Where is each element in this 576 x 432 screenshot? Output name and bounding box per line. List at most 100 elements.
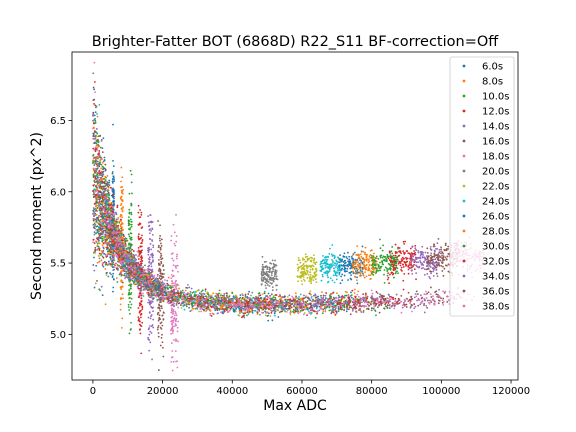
- scatter-point: [100, 254, 102, 256]
- scatter-point: [265, 274, 268, 277]
- scatter-point: [104, 263, 107, 266]
- scatter-point: [137, 287, 140, 290]
- scatter-point: [157, 326, 159, 329]
- scatter-point: [303, 272, 305, 275]
- scatter-point: [139, 332, 142, 335]
- scatter-point: [115, 262, 117, 265]
- scatter-point: [129, 218, 132, 221]
- scatter-point: [101, 175, 104, 177]
- scatter-point: [141, 306, 144, 309]
- scatter-point: [306, 267, 309, 270]
- scatter-point: [159, 235, 162, 237]
- scatter-point: [251, 311, 254, 313]
- scatter-point: [111, 212, 113, 215]
- scatter-point: [112, 269, 115, 272]
- scatter-point: [129, 328, 132, 331]
- scatter-point: [108, 216, 111, 219]
- scatter-point: [266, 265, 269, 268]
- scatter-point: [313, 272, 316, 274]
- scatter-point: [97, 241, 100, 243]
- scatter-point: [148, 333, 151, 336]
- scatter-point: [130, 292, 133, 294]
- scatter-point: [275, 277, 277, 280]
- scatter-point: [147, 249, 149, 252]
- scatter-point: [151, 275, 154, 278]
- scatter-point: [147, 215, 150, 218]
- scatter-point: [120, 262, 123, 265]
- scatter-point: [320, 279, 323, 282]
- scatter-point: [358, 262, 361, 265]
- scatter-point: [104, 180, 107, 183]
- scatter-point: [104, 303, 107, 306]
- scatter-point: [139, 302, 141, 305]
- scatter-point: [98, 257, 101, 260]
- scatter-point: [112, 246, 115, 249]
- scatter-point: [171, 309, 174, 311]
- scatter-point: [121, 285, 124, 288]
- scatter-point: [312, 279, 315, 282]
- scatter-point: [242, 307, 244, 310]
- scatter-point: [163, 294, 166, 297]
- scatter-point: [105, 193, 108, 196]
- scatter-point: [265, 270, 268, 273]
- scatter-point: [149, 317, 152, 320]
- scatter-point: [111, 223, 114, 226]
- scatter-point: [127, 246, 130, 249]
- scatter-point: [333, 254, 336, 257]
- scatter-point: [92, 213, 94, 215]
- scatter-point: [127, 303, 130, 306]
- scatter-point: [304, 256, 307, 258]
- scatter-point: [267, 319, 270, 322]
- scatter-point: [174, 319, 177, 322]
- scatter-point: [152, 310, 154, 313]
- scatter-point: [97, 231, 100, 234]
- scatter-point: [140, 352, 143, 355]
- scatter-point: [176, 326, 179, 329]
- scatter-point: [334, 271, 337, 273]
- scatter-point: [160, 245, 163, 247]
- scatter-point: [158, 251, 161, 253]
- scatter-point: [352, 253, 355, 255]
- scatter-point: [175, 287, 178, 290]
- scatter-point: [262, 273, 265, 276]
- scatter-point: [107, 252, 109, 255]
- scatter-point: [274, 273, 277, 276]
- scatter-point: [269, 276, 272, 279]
- scatter-point: [312, 259, 315, 261]
- scatter-point: [160, 336, 163, 339]
- scatter-point: [130, 173, 133, 176]
- scatter-point: [115, 243, 118, 245]
- scatter-point: [297, 257, 300, 259]
- scatter-point: [315, 270, 318, 273]
- scatter-point: [101, 216, 104, 219]
- scatter-point: [130, 221, 133, 223]
- scatter-point: [172, 223, 175, 226]
- scatter-point: [107, 232, 110, 235]
- scatter-point: [159, 256, 162, 259]
- scatter-point: [103, 229, 105, 232]
- scatter-point: [152, 326, 155, 329]
- scatter-point: [115, 244, 118, 247]
- scatter-point: [122, 260, 125, 263]
- scatter-point: [101, 294, 104, 297]
- scatter-point: [244, 295, 247, 297]
- scatter-point: [105, 255, 108, 258]
- scatter-point: [155, 278, 158, 281]
- scatter-point: [106, 202, 109, 205]
- scatter-point: [104, 163, 107, 166]
- scatter-point: [112, 123, 114, 126]
- scatter-point: [176, 366, 179, 369]
- scatter-point: [99, 229, 102, 232]
- scatter-point: [128, 284, 130, 287]
- scatter-point: [198, 292, 201, 295]
- scatter-point: [148, 246, 150, 249]
- scatter-point: [100, 259, 103, 262]
- scatter-point: [109, 253, 112, 256]
- scatter-point: [152, 246, 155, 249]
- scatter-point: [122, 252, 125, 254]
- scatter-point: [92, 114, 94, 117]
- scatter-point: [140, 300, 143, 303]
- scatter-point: [157, 332, 160, 334]
- scatter-point: [130, 232, 133, 235]
- scatter-point: [122, 188, 125, 191]
